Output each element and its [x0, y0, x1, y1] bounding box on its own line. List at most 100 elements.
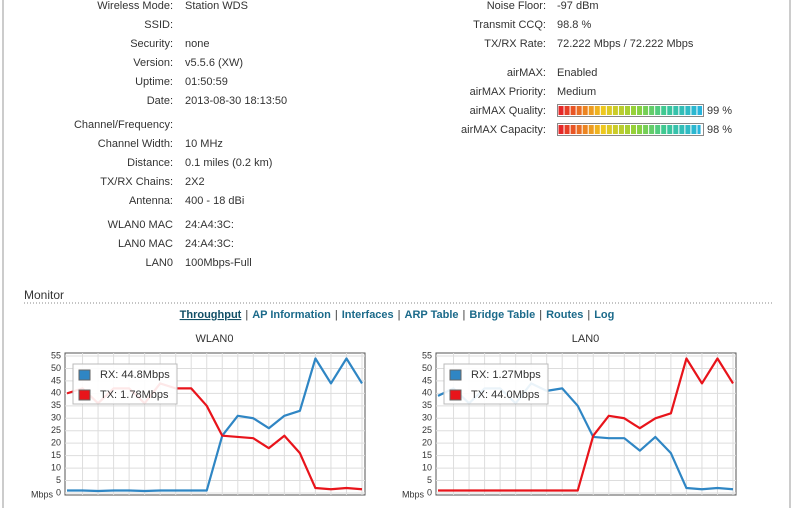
status-label: airMAX:	[507, 67, 546, 79]
y-tick-label: 40	[422, 388, 432, 398]
y-unit: Mbps	[31, 489, 54, 499]
status-label: SSID:	[144, 19, 173, 31]
meter-bar	[558, 125, 701, 134]
tab-bar: Throughput | AP Information | Interfaces | ARP…	[180, 309, 615, 321]
y-tick-label: 25	[422, 425, 432, 435]
legend-swatch	[78, 389, 91, 401]
y-tick-label: 5	[427, 475, 432, 485]
status-value: 0.1 miles (0.2 km)	[185, 157, 272, 169]
tab-link[interactable]: Bridge Table	[469, 309, 535, 321]
legend-swatch	[449, 369, 462, 381]
meter-segment	[588, 106, 594, 115]
tab-link[interactable]: ARP Table	[405, 309, 459, 321]
y-tick-label: 55	[51, 350, 61, 360]
meter-segment	[661, 106, 667, 115]
meter-segment	[691, 106, 697, 115]
y-tick-label: 35	[422, 400, 432, 410]
meter-segment	[631, 125, 637, 134]
y-tick-label: 15	[422, 450, 432, 460]
meter-segment	[667, 125, 673, 134]
meter-segment	[618, 125, 624, 134]
status-label: Distance:	[127, 157, 173, 169]
status-value: 24:A4:3C:	[185, 219, 234, 231]
tab-separator: |	[398, 309, 401, 321]
legend-label: RX: 1.27Mbps	[471, 369, 541, 381]
meter-frame	[557, 123, 704, 136]
meter-segment	[655, 106, 661, 115]
status-value: none	[185, 38, 209, 50]
meter-segment	[643, 106, 649, 115]
legend-swatch	[78, 369, 91, 381]
y-tick-label: 15	[51, 450, 61, 460]
tab-link[interactable]: Routes	[546, 309, 583, 321]
y-tick-label: 40	[51, 388, 61, 398]
meter-segment	[631, 106, 637, 115]
meter-segment	[673, 106, 679, 115]
y-tick-label: 25	[51, 425, 61, 435]
status-label: LAN0	[145, 257, 173, 269]
tab-link[interactable]: Interfaces	[342, 309, 394, 321]
meter-frame	[557, 104, 704, 117]
status-value: 2X2	[185, 176, 205, 188]
meter-segment	[600, 125, 606, 134]
meter-segment	[618, 106, 624, 115]
meter-segment	[582, 106, 588, 115]
meter-segment	[655, 125, 661, 134]
meter-segment	[697, 106, 703, 115]
tab-link[interactable]: Log	[594, 309, 614, 321]
meter-segment	[576, 106, 582, 115]
legend-swatch	[449, 389, 462, 401]
y-tick-label: 10	[422, 462, 432, 472]
y-unit: Mbps	[402, 489, 425, 499]
status-value: 72.222 Mbps / 72.222 Mbps	[557, 38, 694, 50]
status-label: Noise Floor:	[487, 0, 546, 12]
status-label: Version:	[133, 57, 173, 69]
meter-value: 98 %	[707, 124, 732, 136]
meter-segment	[637, 106, 643, 115]
status-value: 400 - 18 dBi	[185, 195, 244, 207]
y-tick-label: 10	[51, 462, 61, 472]
y-tick-label: 0	[427, 487, 432, 497]
meter-segment	[624, 106, 630, 115]
meter-segment	[679, 125, 685, 134]
line-series	[67, 357, 363, 493]
tab-separator: |	[245, 309, 248, 321]
meter-segment	[606, 106, 612, 115]
legend-label: RX: 44.8Mbps	[100, 369, 170, 381]
meter-segment	[570, 125, 576, 134]
meter-segment	[564, 106, 570, 115]
tab-separator: |	[539, 309, 542, 321]
meter-segment	[564, 125, 570, 134]
status-label: Uptime:	[135, 76, 173, 88]
y-tick-label: 45	[422, 375, 432, 385]
status-value: 98.8 %	[557, 19, 591, 31]
meter-label: airMAX Capacity:	[461, 124, 546, 136]
tab-link[interactable]: AP Information	[252, 309, 331, 321]
status-label: LAN0 MAC	[118, 238, 173, 250]
y-tick-label: 50	[51, 363, 61, 373]
chart-title: WLAN0	[196, 333, 234, 345]
meter-segment	[679, 106, 685, 115]
y-tick-label: 45	[51, 375, 61, 385]
y-tick-label: 20	[51, 438, 61, 448]
status-label: TX/RX Rate:	[484, 38, 546, 50]
y-tick-label: 50	[422, 363, 432, 373]
status-value: v5.5.6 (XW)	[185, 57, 243, 69]
y-tick-label: 35	[51, 400, 61, 410]
tab-link[interactable]: Throughput	[180, 309, 242, 321]
y-tick-label: 30	[422, 413, 432, 423]
status-label: Antenna:	[129, 195, 173, 207]
meter-segment	[643, 125, 649, 134]
y-tick-label: 55	[422, 350, 432, 360]
meter-segment	[594, 106, 600, 115]
status-value: -97 dBm	[557, 0, 599, 12]
meter-segment	[667, 106, 673, 115]
monitor-title: Monitor	[24, 288, 64, 302]
y-tick-label: 0	[56, 487, 61, 497]
status-value: 10 MHz	[185, 138, 223, 150]
meter-segment	[588, 125, 594, 134]
meter-segment	[582, 125, 588, 134]
status-value: 100Mbps-Full	[185, 257, 252, 269]
status-label: Security:	[130, 38, 173, 50]
status-label: Wireless Mode:	[97, 0, 173, 12]
